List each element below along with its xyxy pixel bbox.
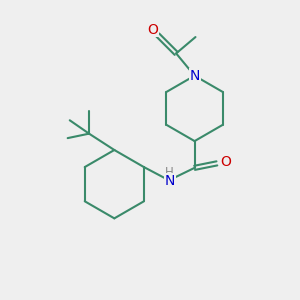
- Text: N: N: [189, 69, 200, 83]
- Text: H: H: [165, 167, 174, 179]
- Text: O: O: [220, 155, 231, 169]
- Text: N: N: [164, 174, 175, 188]
- Text: O: O: [147, 22, 158, 37]
